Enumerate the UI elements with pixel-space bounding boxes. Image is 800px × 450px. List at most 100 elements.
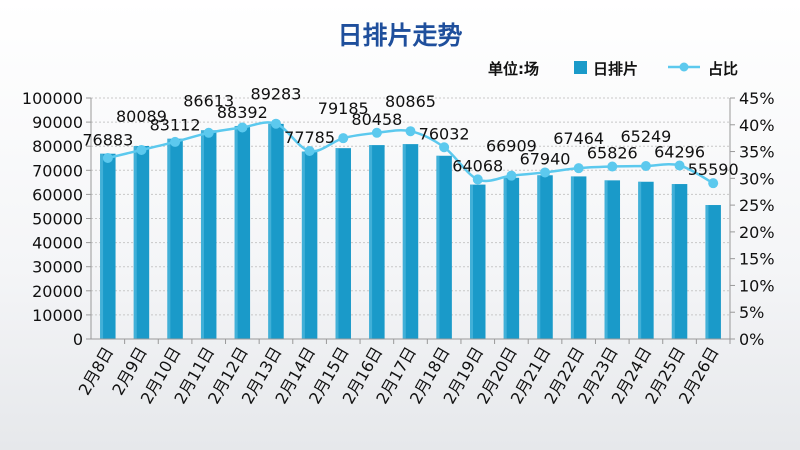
- legend-bar-label: 日排片: [593, 60, 638, 78]
- bar-highlight: [167, 138, 171, 339]
- ratio-point: [102, 152, 113, 163]
- left-tick-label: 40000: [32, 234, 83, 253]
- right-tick-label: 20%: [739, 223, 775, 242]
- bar-value-label: 88392: [217, 103, 268, 122]
- ratio-point: [237, 122, 248, 133]
- ratio-point: [136, 144, 147, 155]
- bar-value-label: 67464: [553, 129, 604, 148]
- bar-highlight: [234, 125, 238, 339]
- bar-highlight: [402, 144, 406, 339]
- left-tick-label: 90000: [32, 113, 83, 132]
- legend-bar-swatch: [574, 61, 587, 74]
- ratio-point: [439, 142, 450, 153]
- ratio-point: [203, 127, 214, 138]
- bar-value-label: 86613: [183, 91, 234, 110]
- bar: [133, 145, 150, 339]
- bar-value-label: 67940: [520, 149, 571, 168]
- bar-highlight: [671, 184, 675, 339]
- right-tick-label: 45%: [739, 89, 775, 108]
- bar: [402, 144, 419, 339]
- left-tick-label: 20000: [32, 282, 83, 301]
- bar-highlight: [503, 177, 507, 339]
- bar-value-label: 79185: [318, 99, 369, 118]
- bar-value-label: 76883: [82, 131, 133, 150]
- bar: [570, 176, 587, 339]
- bar: [671, 184, 688, 339]
- right-tick-label: 30%: [739, 169, 775, 188]
- bar: [167, 138, 183, 339]
- bar-value-label: 80865: [385, 92, 436, 111]
- unit-label: 单位:场: [488, 60, 539, 78]
- legend: 日排片 占比: [574, 60, 738, 78]
- ratio-point: [338, 133, 349, 144]
- bar: [100, 153, 116, 339]
- bar: [335, 148, 351, 339]
- bar: [436, 155, 452, 339]
- ratio-point: [540, 167, 551, 178]
- bar-value-label: 55590: [688, 160, 739, 179]
- bar: [268, 123, 284, 339]
- bar-highlight: [369, 145, 373, 339]
- left-tick-label: 50000: [32, 210, 83, 229]
- legend-line-label: 占比: [708, 60, 738, 78]
- left-tick-label: 10000: [32, 306, 83, 325]
- bar: [705, 205, 721, 339]
- bar-highlight: [335, 148, 339, 339]
- bar-value-label: 66909: [486, 137, 537, 156]
- ratio-point: [405, 126, 416, 137]
- ratio-point: [472, 174, 483, 185]
- bar: [301, 151, 318, 339]
- bar: [604, 180, 621, 339]
- bar-value-label: 65249: [620, 127, 671, 146]
- bar-value-label: 65826: [587, 144, 638, 163]
- chart-title: 日排片走势: [337, 21, 462, 50]
- bar-highlight: [200, 130, 204, 339]
- bar: [234, 125, 251, 339]
- bar-highlight: [470, 184, 474, 339]
- bar: [503, 177, 520, 339]
- ratio-point: [573, 163, 584, 174]
- ratio-point: [170, 136, 181, 147]
- right-tick-label: 10%: [739, 276, 775, 295]
- bar-value-label: 89283: [251, 85, 302, 104]
- right-tick-label: 35%: [739, 143, 775, 162]
- bar: [369, 145, 385, 339]
- ratio-point: [640, 161, 651, 172]
- left-tick-label: 60000: [32, 185, 83, 204]
- bar-highlight: [100, 153, 104, 339]
- bar-highlight: [570, 176, 574, 339]
- bar-highlight: [268, 123, 272, 339]
- left-tick-label: 70000: [32, 161, 83, 180]
- ratio-point: [607, 161, 618, 172]
- legend-line-marker: [679, 62, 689, 72]
- left-tick-label: 0: [73, 330, 83, 349]
- ratio-point: [270, 118, 281, 129]
- bar: [200, 130, 217, 339]
- bar: [537, 175, 553, 339]
- ratio-point: [506, 170, 517, 181]
- bar-value-label: 64068: [452, 156, 503, 175]
- right-tick-label: 5%: [739, 303, 764, 322]
- right-tick-label: 0%: [739, 330, 764, 349]
- x-axis-ticks: 2月8日2月9日2月10日2月11日2月12日2月13日2月14日2月15日2月…: [75, 344, 723, 408]
- bar-highlight: [537, 175, 541, 339]
- ratio-point: [304, 146, 315, 157]
- bar: [470, 184, 486, 339]
- bar-highlight: [705, 205, 709, 339]
- bar-value-label: 80089: [116, 107, 167, 126]
- ratio-point: [371, 127, 382, 138]
- right-tick-label: 25%: [739, 196, 775, 215]
- bar-highlight: [638, 181, 642, 339]
- bar-highlight: [133, 145, 137, 339]
- left-tick-label: 100000: [22, 89, 83, 108]
- gridlines: [91, 97, 730, 316]
- bar-value-label: 83112: [150, 116, 201, 135]
- bars: [100, 123, 721, 339]
- right-tick-label: 40%: [739, 116, 775, 135]
- bar-value-label: 77785: [284, 128, 335, 147]
- bar-value-label: 76032: [419, 124, 470, 143]
- bar-value-label: 64296: [654, 142, 705, 161]
- right-axis-ticks: 0% 5% 10% 15% 20% 25% 30% 35% 40% 45%: [739, 89, 775, 349]
- right-tick-label: 15%: [739, 250, 775, 269]
